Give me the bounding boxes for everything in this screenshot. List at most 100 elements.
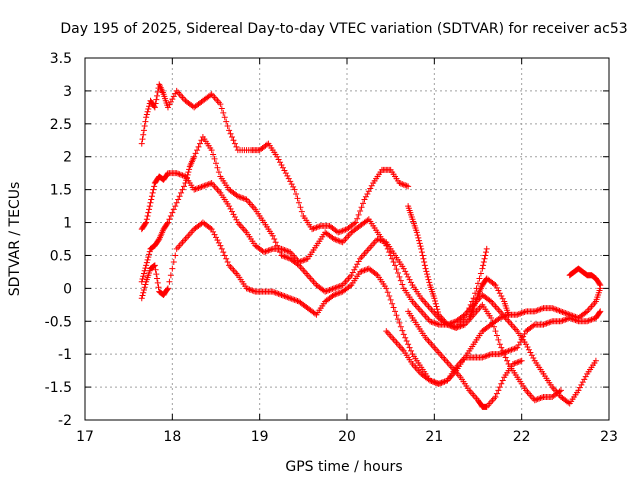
data-point bbox=[147, 199, 154, 206]
data-point bbox=[179, 172, 186, 179]
data-point bbox=[520, 333, 527, 340]
data-point bbox=[549, 305, 556, 312]
data-point bbox=[525, 346, 532, 353]
data-point bbox=[470, 295, 477, 302]
data-point bbox=[531, 397, 538, 404]
data-point bbox=[239, 194, 246, 201]
data-point bbox=[195, 184, 202, 191]
series-arc-F bbox=[383, 308, 604, 387]
data-point bbox=[271, 236, 278, 242]
data-point bbox=[167, 212, 174, 219]
data-point bbox=[169, 265, 176, 272]
data-point bbox=[442, 378, 449, 385]
data-point bbox=[145, 209, 152, 216]
x-axis-label: GPS time / hours bbox=[285, 459, 402, 475]
x-tick-label: 22 bbox=[513, 429, 531, 445]
data-point bbox=[269, 288, 276, 295]
data-point bbox=[201, 182, 208, 189]
data-point bbox=[501, 349, 508, 356]
data-point bbox=[142, 265, 149, 272]
data-point bbox=[140, 131, 147, 138]
data-point bbox=[498, 350, 505, 357]
data-point bbox=[432, 320, 439, 327]
data-point bbox=[482, 353, 489, 360]
data-point bbox=[421, 259, 428, 266]
data-point bbox=[447, 322, 454, 329]
data-point bbox=[433, 303, 440, 310]
data-point bbox=[285, 294, 292, 301]
data-point bbox=[396, 273, 403, 280]
data-point bbox=[152, 266, 159, 273]
series-arc-B bbox=[138, 170, 599, 407]
data-point bbox=[142, 220, 149, 227]
data-point bbox=[392, 308, 399, 315]
data-point bbox=[435, 380, 442, 387]
data-point bbox=[483, 245, 490, 252]
data-point bbox=[179, 186, 186, 193]
data-point bbox=[155, 284, 162, 291]
data-point bbox=[185, 169, 192, 176]
data-point bbox=[288, 181, 295, 188]
data-point bbox=[585, 317, 592, 324]
data-point bbox=[496, 290, 503, 297]
data-point bbox=[150, 186, 157, 193]
data-point bbox=[176, 193, 183, 200]
data-point bbox=[142, 281, 149, 288]
data-point bbox=[338, 228, 345, 235]
data-point bbox=[565, 399, 572, 406]
data-point bbox=[167, 98, 174, 105]
data-point bbox=[204, 181, 211, 188]
data-point bbox=[413, 229, 420, 236]
data-point bbox=[153, 96, 160, 103]
data-point bbox=[550, 305, 557, 312]
data-point bbox=[294, 261, 301, 268]
data-point bbox=[271, 289, 278, 296]
data-point bbox=[496, 384, 503, 391]
data-point bbox=[562, 316, 569, 323]
data-point bbox=[336, 283, 343, 290]
data-point bbox=[164, 286, 171, 293]
data-point bbox=[169, 209, 176, 216]
data-point bbox=[556, 307, 563, 314]
data-point bbox=[170, 93, 177, 100]
data-point bbox=[539, 394, 546, 401]
data-point bbox=[236, 193, 243, 200]
data-point bbox=[557, 318, 564, 325]
data-point bbox=[195, 143, 202, 150]
data-point bbox=[555, 307, 562, 314]
series-arc-A bbox=[138, 81, 412, 236]
data-point bbox=[330, 285, 337, 292]
data-point bbox=[140, 287, 147, 294]
data-point bbox=[290, 296, 297, 303]
data-point bbox=[275, 156, 282, 163]
data-point bbox=[438, 379, 445, 386]
data-point bbox=[357, 268, 364, 275]
data-point bbox=[140, 289, 147, 296]
data-point bbox=[224, 123, 231, 130]
data-point bbox=[360, 200, 367, 207]
data-point bbox=[496, 341, 503, 348]
data-point bbox=[512, 359, 519, 366]
data-point bbox=[451, 324, 458, 331]
data-point bbox=[572, 317, 579, 324]
data-point bbox=[393, 312, 400, 319]
data-point bbox=[419, 252, 426, 259]
data-point bbox=[154, 279, 161, 286]
data-point bbox=[399, 181, 406, 188]
data-point bbox=[281, 293, 288, 300]
data-point bbox=[418, 245, 425, 252]
data-point bbox=[166, 278, 173, 285]
data-point bbox=[505, 311, 512, 318]
data-point bbox=[437, 380, 444, 387]
data-point bbox=[281, 246, 288, 253]
data-point bbox=[240, 195, 247, 202]
y-tick-label: -1.5 bbox=[45, 380, 72, 396]
x-tick-label: 19 bbox=[251, 429, 269, 445]
data-point bbox=[400, 181, 407, 188]
x-tick-label: 18 bbox=[163, 429, 181, 445]
data-point bbox=[552, 306, 559, 313]
data-point bbox=[576, 384, 583, 391]
data-point bbox=[221, 252, 228, 259]
data-point bbox=[164, 219, 171, 226]
